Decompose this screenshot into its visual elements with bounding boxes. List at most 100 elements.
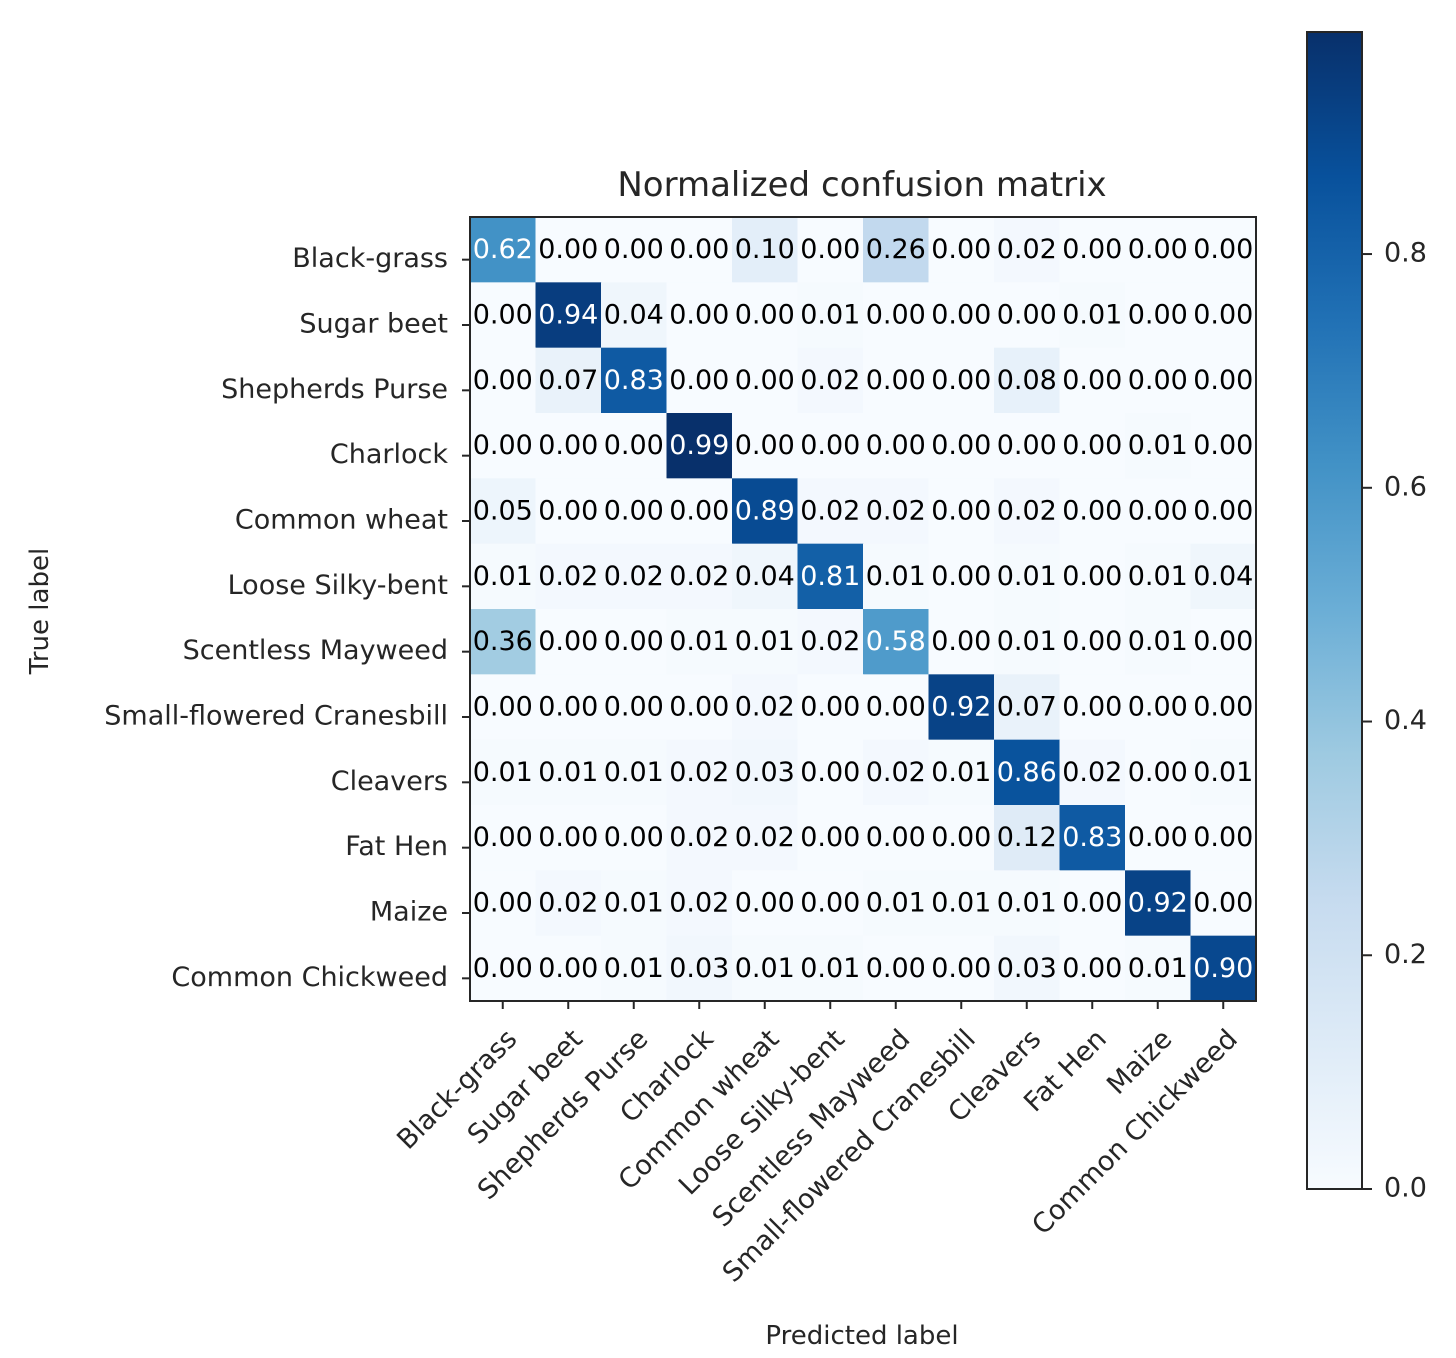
- cell-value-label: 0.00: [1193, 234, 1253, 265]
- heatmap-cell: [994, 674, 1061, 741]
- cell-value-label: 0.00: [538, 953, 598, 984]
- heatmap-cell: [666, 217, 733, 283]
- heatmap-cell: [1125, 870, 1192, 937]
- cell-value-label: 0.92: [931, 692, 991, 723]
- y-tick-label: Charlock: [330, 439, 448, 470]
- cell-value-label: 0.00: [669, 300, 729, 331]
- cell-value-label: 0.02: [669, 888, 729, 919]
- cell-value-label: 0.01: [538, 757, 598, 788]
- cell-value-label: 0.02: [800, 626, 860, 657]
- cell-value-label: 0.00: [800, 888, 860, 919]
- heatmap-cell: [928, 674, 995, 741]
- heatmap-cell: [732, 543, 799, 610]
- heatmap-cell: [1190, 543, 1257, 610]
- colorbar-ticks: 0.0 0.2 0.4 0.6 0.8: [1362, 238, 1427, 1204]
- heatmap-cell: [1190, 282, 1257, 349]
- cell-value-label: 0.00: [538, 496, 598, 527]
- heatmap-cell: [797, 217, 864, 283]
- cell-value-label: 0.00: [931, 365, 991, 396]
- cell-value-label: 0.00: [1062, 234, 1122, 265]
- heatmap-cell: [797, 805, 864, 871]
- heatmap-cell: [994, 935, 1061, 1002]
- cell-value-label: 0.62: [473, 234, 533, 265]
- heatmap-cell: [732, 347, 799, 414]
- y-tick-label: Fat Hen: [345, 831, 448, 862]
- heatmap-cell: [1125, 282, 1192, 349]
- cell-value-label: 0.00: [866, 953, 926, 984]
- cell-value-label: 0.00: [931, 430, 991, 461]
- cell-value-label: 0.00: [735, 888, 795, 919]
- heatmap-cell: [994, 805, 1061, 871]
- cell-value-label: 0.00: [800, 822, 860, 853]
- heatmap-cell: [535, 805, 602, 871]
- heatmap-cell: [994, 413, 1061, 479]
- cell-value-label: 0.00: [800, 757, 860, 788]
- colorbar-tick-label: 0.8: [1384, 238, 1427, 269]
- cell-value-label: 0.07: [538, 365, 598, 396]
- heatmap-cell: [666, 870, 733, 937]
- cell-value-label: 0.00: [1128, 757, 1188, 788]
- cell-value-label: 0.00: [997, 300, 1057, 331]
- heatmap-cell: [1190, 347, 1257, 414]
- heatmap-cell: [1059, 478, 1126, 545]
- heatmap-cell: [1059, 282, 1126, 349]
- cell-value-label: 0.00: [866, 300, 926, 331]
- heatmap-cell: [666, 413, 733, 479]
- heatmap-cell: [470, 282, 537, 349]
- cell-value-label: 0.03: [735, 757, 795, 788]
- heatmap-cell: [535, 739, 602, 806]
- heatmap-cell: [863, 543, 930, 610]
- cell-value-label: 0.00: [604, 692, 664, 723]
- heatmap-cell: [994, 282, 1061, 349]
- heatmap-cell: [601, 282, 668, 349]
- heatmap-cell: [1125, 478, 1192, 545]
- heatmap-cell: [470, 739, 537, 806]
- cell-value-label: 0.01: [800, 300, 860, 331]
- cell-value-label: 0.00: [473, 692, 533, 723]
- heatmap-cell: [797, 935, 864, 1002]
- heatmap-cell: [994, 347, 1061, 414]
- cell-value-label: 0.04: [735, 561, 795, 592]
- heatmap-cell: [1059, 347, 1126, 414]
- heatmap-cell: [928, 805, 995, 871]
- heatmap-cell: [470, 870, 537, 937]
- cell-value-label: 0.04: [1193, 561, 1253, 592]
- cell-value-label: 0.00: [669, 365, 729, 396]
- heatmap-cell: [666, 282, 733, 349]
- heatmap-cell: [732, 217, 799, 283]
- cell-value-label: 0.00: [1128, 692, 1188, 723]
- cell-value-label: 0.58: [866, 626, 926, 657]
- cell-value-label: 0.00: [1128, 822, 1188, 853]
- heatmap-cell: [863, 674, 930, 741]
- cell-value-label: 0.02: [997, 234, 1057, 265]
- heatmap-cell: [994, 870, 1061, 937]
- cell-value-label: 0.00: [1128, 365, 1188, 396]
- cell-value-label: 0.02: [735, 822, 795, 853]
- heatmap-cell: [994, 217, 1061, 283]
- cell-value-label: 0.01: [473, 561, 533, 592]
- cell-value-label: 0.01: [931, 888, 991, 919]
- cell-value-label: 0.07: [997, 692, 1057, 723]
- heatmap-cell: [732, 870, 799, 937]
- cell-value-label: 0.01: [473, 757, 533, 788]
- heatmap-cell: [470, 478, 537, 545]
- cell-value-label: 0.00: [1193, 300, 1253, 331]
- heatmap-cell: [1059, 674, 1126, 741]
- cell-value-label: 0.01: [1062, 300, 1122, 331]
- heatmap-cell: [535, 870, 602, 937]
- heatmap-cell: [797, 282, 864, 349]
- heatmap-cell: [535, 935, 602, 1002]
- cell-value-label: 0.03: [997, 953, 1057, 984]
- heatmap-cell: [601, 739, 668, 806]
- heatmap-cell: [601, 870, 668, 937]
- cell-value-label: 0.36: [473, 626, 533, 657]
- heatmap-cell: [601, 413, 668, 479]
- heatmap-cell: [535, 478, 602, 545]
- heatmap-cell: [1190, 805, 1257, 871]
- cell-value-label: 0.10: [735, 234, 795, 265]
- heatmap-cell: [1059, 935, 1126, 1002]
- heatmap-cell: [732, 739, 799, 806]
- heatmap-cell: [1125, 805, 1192, 871]
- cell-value-label: 0.01: [800, 953, 860, 984]
